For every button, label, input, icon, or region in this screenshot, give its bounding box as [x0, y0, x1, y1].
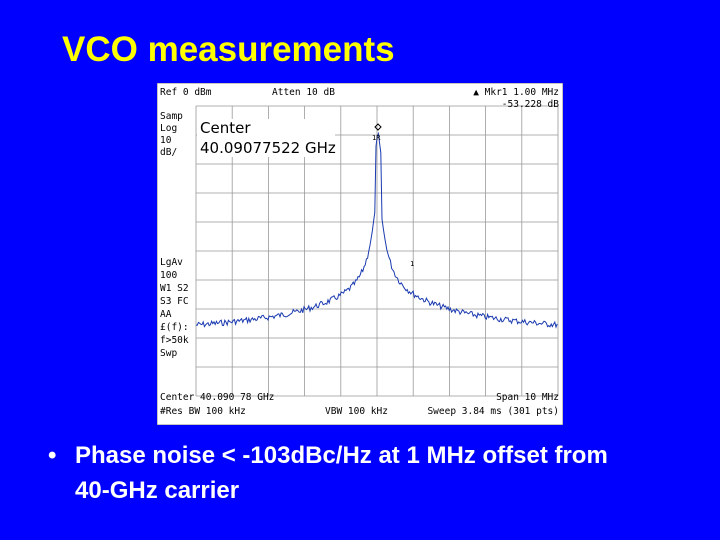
ref-label: Ref 0 dBm [160, 87, 212, 98]
center-freq: 40.09077522 GHz [200, 139, 336, 157]
side-label: W1 S2 [160, 283, 189, 294]
side-label: Swp [160, 348, 177, 359]
side-label: 10 [160, 135, 172, 146]
bullet: Phase noise < -103dBc/Hz at 1 MHz offset… [48, 438, 648, 508]
bullet-list: Phase noise < -103dBc/Hz at 1 MHz offset… [48, 438, 648, 508]
footer-label: #Res BW 100 kHz [160, 406, 246, 417]
side-label: 100 [160, 270, 177, 281]
center-box [197, 119, 335, 157]
slide-title: VCO measurements [62, 30, 395, 69]
side-label: £(f): [160, 322, 189, 333]
side-label: dB/ [160, 147, 177, 158]
side-label: AA [160, 309, 172, 320]
center-label: Center [200, 119, 251, 137]
atten-label: Atten 10 dB [272, 87, 335, 98]
side-label: S3 FC [160, 296, 189, 307]
footer-label: Sweep 3.84 ms (301 pts) [427, 406, 559, 417]
analyzer-screenshot: Ref 0 dBm Atten 10 dB ▲ Mkr1 1.00 MHz -5… [157, 83, 563, 425]
side-label: f>50k [160, 335, 189, 346]
footer-label: Span 10 MHz [496, 392, 559, 403]
side-label: Log [160, 123, 177, 134]
marker-label: ▲ Mkr1 1.00 MHz [473, 87, 559, 98]
footer-label: Center 40.090 78 GHz [160, 392, 274, 403]
marker-tag: 1R [372, 134, 381, 142]
marker-tag: 1 [410, 260, 414, 268]
footer-label: VBW 100 kHz [325, 406, 388, 417]
side-label: LgAv [160, 257, 183, 268]
marker-diamond [374, 123, 382, 131]
trace [195, 131, 558, 329]
marker-value: -53.228 dB [502, 99, 559, 110]
side-label: Samp [160, 111, 183, 122]
